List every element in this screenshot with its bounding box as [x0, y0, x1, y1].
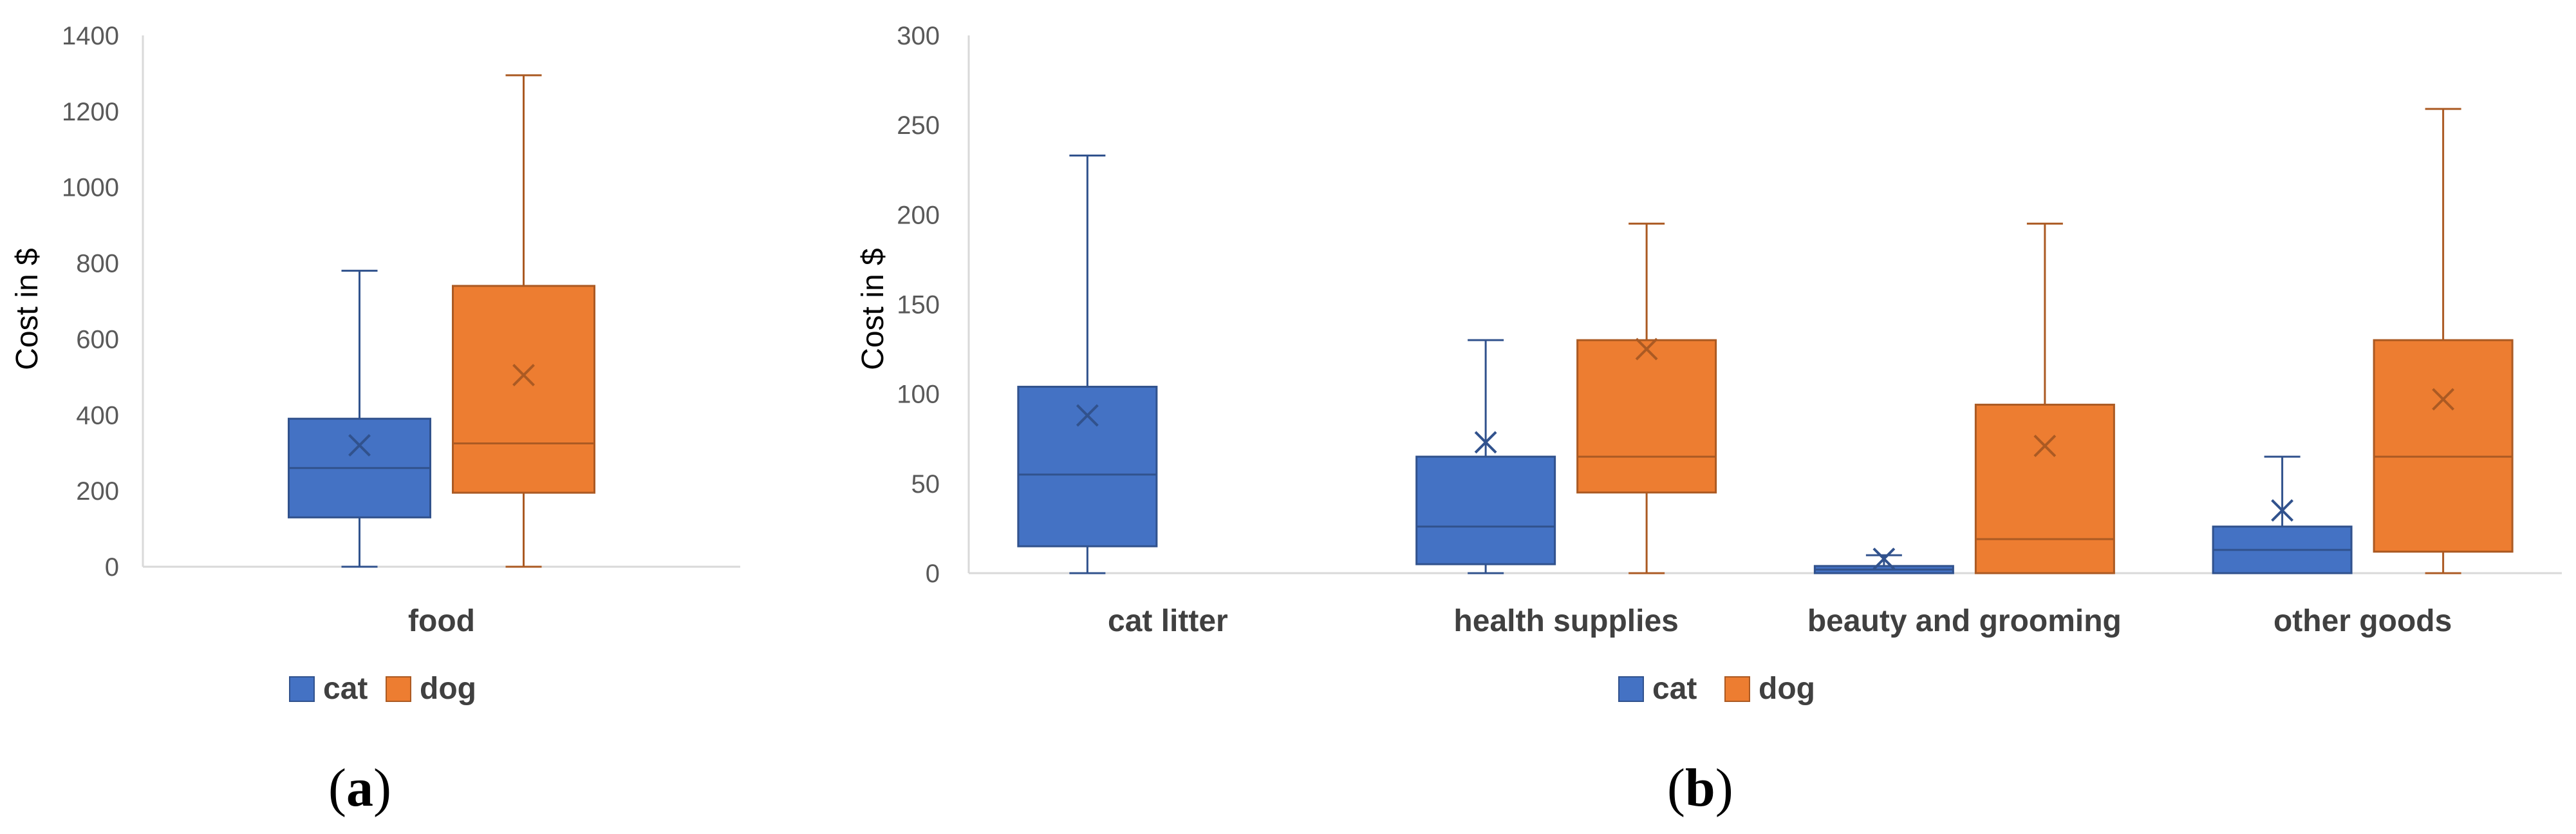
y-axis-label: Cost in $ [10, 248, 44, 370]
box-iqr [452, 285, 595, 494]
legend-swatch [1724, 676, 1750, 702]
x-category-label-other-goods: other goods [2273, 604, 2452, 638]
legend-item-cat: cat [1618, 672, 1697, 706]
box-dog-beauty-and-grooming [1974, 222, 2115, 574]
y-tick-label: 600 [76, 325, 119, 354]
panel-label-a: (a) [328, 758, 391, 818]
y-tick-label: 250 [897, 111, 940, 140]
x-category-label-beauty-and-grooming: beauty and grooming [1807, 604, 2122, 638]
y-tick-label: 300 [897, 22, 940, 50]
mean-marker [2033, 434, 2057, 457]
y-tick-label: 200 [897, 201, 940, 229]
y-tick-label: 400 [76, 401, 119, 430]
y-tick-label: 100 [897, 381, 940, 409]
chart-panel-a: 0 200 400 600 800 1000 1200 1400 Cost in $ food ca… [10, 22, 740, 706]
legend-item-dog: dog [386, 672, 476, 706]
legend-label: cat [1652, 672, 1697, 706]
y-tick-label: 150 [897, 291, 940, 319]
mean-marker-stroke [1872, 547, 1896, 571]
y-tick-label: 1000 [62, 174, 119, 202]
mean-marker [1474, 431, 1497, 454]
box-iqr [1974, 403, 2115, 574]
chart-panel-b: 0 50 100 150 200 250 300 Cost in $ cat litter hea… [856, 22, 2562, 706]
y-tick-label: 800 [76, 250, 119, 278]
y-axis-label: Cost in $ [856, 248, 890, 370]
x-category-label-health-supplies: health supplies [1453, 604, 1678, 638]
mean-marker [2271, 499, 2294, 522]
y-tick-label: 0 [926, 560, 940, 588]
box-iqr [1576, 339, 1717, 494]
legend-swatch [386, 676, 411, 702]
mean-marker-stroke [1474, 431, 1497, 454]
mean-marker [1872, 547, 1896, 571]
x-category-label-food: food [408, 604, 475, 638]
box-cat-other-goods [2212, 455, 2353, 574]
legend-swatch [289, 676, 315, 702]
y-tick-label: 0 [105, 553, 119, 582]
x-category-label-cat-litter: cat litter [1108, 604, 1228, 638]
mean-marker-stroke [2432, 388, 2455, 411]
mean-marker [1635, 337, 1658, 361]
box-dog-health-supplies [1576, 222, 1717, 574]
legend-swatch [1618, 676, 1644, 702]
box-iqr [2373, 339, 2514, 553]
y-tick-label: 200 [76, 477, 119, 506]
box-dog-food [452, 74, 595, 568]
mean-marker [512, 363, 535, 386]
mean-marker-stroke [1076, 404, 1099, 427]
mean-marker [348, 434, 371, 457]
box-cat-food [288, 269, 431, 568]
legend-item-cat: cat [289, 672, 368, 706]
mean-marker-stroke [512, 363, 535, 386]
mean-marker-stroke [348, 434, 371, 457]
y-tick-label: 1200 [62, 98, 119, 126]
legend-label: dog [420, 672, 476, 706]
mean-marker [2432, 388, 2455, 411]
mean-marker-stroke [1635, 337, 1658, 361]
box-dog-other-goods [2373, 108, 2514, 574]
y-tick-label: 50 [911, 470, 940, 498]
y-tick-label: 1400 [62, 22, 119, 50]
box-iqr [1017, 386, 1158, 547]
legend-label: dog [1759, 672, 1815, 706]
box-cat-cat-litter [1017, 154, 1158, 574]
legend-label: cat [323, 672, 368, 706]
box-cat-health-supplies [1415, 339, 1556, 574]
box-cat-beauty-and-grooming [1813, 547, 1954, 574]
legend-item-dog: dog [1724, 672, 1815, 706]
mean-marker-stroke [2271, 499, 2294, 522]
panel-label-b: (b) [1667, 758, 1733, 818]
mean-marker-stroke [2033, 434, 2057, 457]
box-iqr [1415, 455, 1556, 565]
mean-marker [1076, 404, 1099, 427]
